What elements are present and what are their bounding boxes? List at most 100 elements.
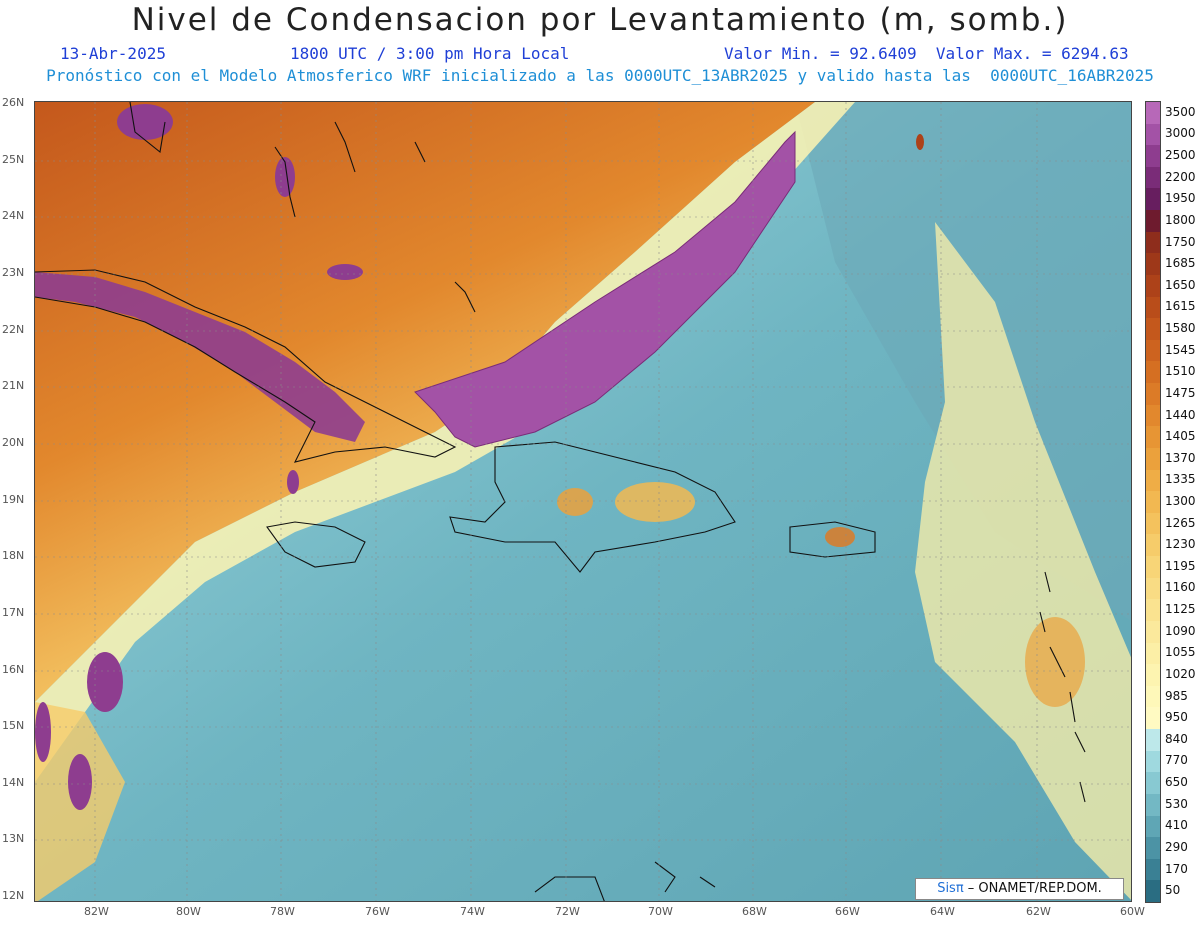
colorbar-label: 1580 [1165, 321, 1196, 336]
colorbar-label: 650 [1165, 775, 1188, 790]
coastlines [35, 102, 1086, 901]
colorbar-segment [1146, 858, 1160, 881]
lon-label: 80W [176, 905, 201, 918]
colorbar-segment [1146, 274, 1160, 298]
colorbar-segment [1146, 188, 1160, 211]
colorbar-segment [1146, 729, 1160, 752]
colorbar-segment [1146, 339, 1160, 362]
lat-label: 22N [2, 323, 25, 336]
lat-label: 16N [2, 663, 25, 676]
colorbar-segment [1146, 664, 1160, 687]
colorbar-segment [1146, 145, 1160, 168]
colorbar-label: 3500 [1165, 104, 1196, 119]
lat-label: 26N [2, 96, 25, 109]
colorbar-segment [1146, 534, 1160, 557]
colorbar-label: 1055 [1165, 645, 1196, 660]
lat-label: 12N [2, 889, 25, 902]
lon-label: 78W [270, 905, 295, 918]
colorbar-label: 1475 [1165, 385, 1196, 400]
map-canvas [35, 102, 1131, 901]
credit-box: Sisπ – ONAMET/REP.DOM. [915, 878, 1124, 900]
colorbar-segment [1146, 577, 1160, 600]
colorbar-segment [1146, 426, 1160, 449]
max-lcl-band [414, 130, 796, 448]
lon-label: 64W [930, 905, 955, 918]
colorbar-segment [1146, 361, 1160, 384]
colorbar-label: 1685 [1165, 256, 1196, 271]
lon-label: 60W [1120, 905, 1145, 918]
colorbar-label: 1510 [1165, 364, 1196, 379]
credit-org: – ONAMET/REP.DOM. [963, 881, 1102, 896]
lon-label: 68W [742, 905, 767, 918]
colorbar-label: 1020 [1165, 666, 1196, 681]
colorbar-segment [1146, 772, 1160, 795]
colorbar-label: 1440 [1165, 407, 1196, 422]
colorbar-segment [1146, 210, 1160, 233]
colorbar-segment [1146, 599, 1160, 622]
colorbar-segment [1146, 837, 1160, 860]
lat-label: 24N [2, 209, 25, 222]
colorbar-label: 1300 [1165, 494, 1196, 508]
value-range: Valor Min. = 92.6409 Valor Max. = 6294.6… [724, 44, 1129, 63]
colorbar-segment [1146, 815, 1160, 838]
grid [35, 102, 1131, 901]
lat-label: 21N [2, 379, 25, 392]
colorbar-segment [1146, 491, 1160, 514]
colorbar [1145, 101, 1161, 903]
colorbar-segment [1146, 642, 1160, 665]
lat-label: 15N [2, 719, 25, 732]
colorbar-label: 410 [1165, 818, 1188, 833]
colorbar-label: 1230 [1165, 537, 1196, 552]
colorbar-label: 530 [1165, 796, 1188, 811]
colorbar-label: 1265 [1165, 515, 1196, 530]
lon-label: 72W [555, 905, 580, 918]
lon-label: 76W [365, 905, 390, 918]
lon-label: 74W [460, 905, 485, 918]
colorbar-label: 50 [1165, 883, 1181, 898]
lon-label: 82W [84, 905, 109, 918]
colorbar-label: 1090 [1165, 623, 1196, 638]
colorbar-segment [1146, 318, 1160, 341]
colorbar-label: 1650 [1165, 277, 1196, 292]
forecast-date: 13-Abr-2025 [60, 44, 166, 63]
lat-label: 19N [2, 493, 25, 506]
lat-label: 25N [2, 153, 25, 166]
lon-label: 62W [1026, 905, 1051, 918]
lat-label: 23N [2, 266, 25, 279]
colorbar-label: 1950 [1165, 191, 1196, 206]
colorbar-label: 2500 [1165, 148, 1196, 163]
lat-label: 18N [2, 549, 25, 562]
lat-label: 14N [2, 776, 25, 789]
colorbar-label: 1750 [1165, 234, 1196, 249]
colorbar-label: 3000 [1165, 126, 1196, 141]
colorbar-label: 1800 [1165, 212, 1196, 227]
colorbar-segment [1146, 166, 1160, 189]
model-info: Pronóstico con el Modelo Atmosferico WRF… [46, 66, 1154, 85]
map-title: Nivel de Condensacion por Levantamiento … [131, 2, 1069, 38]
colorbar-segment [1146, 123, 1160, 146]
colorbar-segment [1146, 880, 1160, 903]
colorbar-label: 290 [1165, 839, 1188, 854]
colorbar-segment [1146, 793, 1160, 816]
colorbar-segment [1146, 707, 1160, 730]
colorbar-segment [1146, 447, 1160, 471]
colorbar-segment [1146, 512, 1160, 535]
colorbar-label: 1615 [1165, 299, 1196, 314]
lat-label: 20N [2, 436, 25, 449]
colorbar-label: 1160 [1165, 580, 1196, 595]
colorbar-segment [1146, 404, 1160, 427]
colorbar-segment [1146, 469, 1160, 492]
colorbar-label: 1195 [1165, 558, 1196, 573]
colorbar-label: 840 [1165, 731, 1188, 746]
lcl-map [34, 101, 1132, 902]
colorbar-label: 1545 [1165, 342, 1196, 357]
colorbar-label: 950 [1165, 710, 1188, 725]
colorbar-label: 1370 [1165, 450, 1196, 465]
colorbar-segment [1146, 556, 1160, 579]
colorbar-label: 1405 [1165, 429, 1196, 444]
colorbar-label: 1335 [1165, 472, 1196, 487]
colorbar-label: 985 [1165, 688, 1188, 703]
colorbar-segment [1146, 750, 1160, 773]
colorbar-segment [1146, 620, 1160, 644]
colorbar-segment [1146, 253, 1160, 276]
